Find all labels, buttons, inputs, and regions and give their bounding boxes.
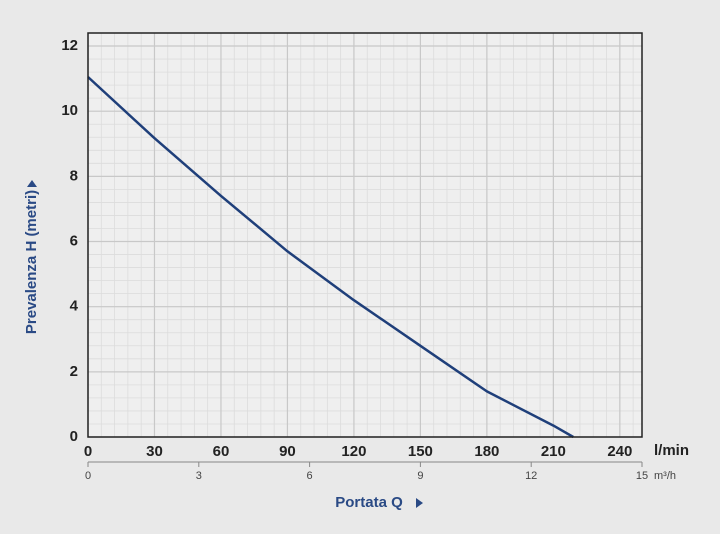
plot-frame (87, 32, 643, 438)
x2-tick-label: 15 (636, 470, 648, 482)
x-tick-label: 90 (279, 443, 296, 460)
x2-tick-label: 3 (196, 470, 202, 482)
curve (87, 76, 574, 439)
x2-unit: m³/h (654, 470, 676, 482)
x-tick-label: 150 (408, 443, 433, 460)
y-tick-label: 6 (70, 232, 78, 249)
y-tick-label: 8 (70, 167, 78, 184)
y-tick-label: 0 (70, 428, 78, 445)
y-axis-label: Prevalenza H (metri) (23, 190, 40, 334)
x2-tick-label: 0 (85, 470, 91, 482)
x-tick-label: 0 (84, 443, 92, 460)
x2-tick-label: 6 (307, 470, 313, 482)
x-unit: l/min (654, 442, 689, 459)
x-tick-label: 210 (541, 443, 566, 460)
x-tick-label: 120 (341, 443, 366, 460)
y-tick-label: 12 (61, 37, 78, 54)
x-arrow (416, 498, 423, 508)
plot-area (88, 33, 642, 437)
marks (87, 76, 574, 439)
x2-tick-label: 9 (417, 470, 423, 482)
x2-tick-label: 12 (525, 470, 537, 482)
y-tick-label: 10 (61, 102, 78, 119)
x-tick-label: 30 (146, 443, 163, 460)
x-tick-label: 180 (474, 443, 499, 460)
x-tick-label: 60 (213, 443, 230, 460)
y-tick-label: 4 (70, 298, 79, 315)
y-tick-label: 2 (70, 363, 78, 380)
x-axis-label: Portata Q (335, 494, 403, 511)
y-arrow (27, 180, 37, 187)
x-tick-label: 240 (607, 443, 632, 460)
